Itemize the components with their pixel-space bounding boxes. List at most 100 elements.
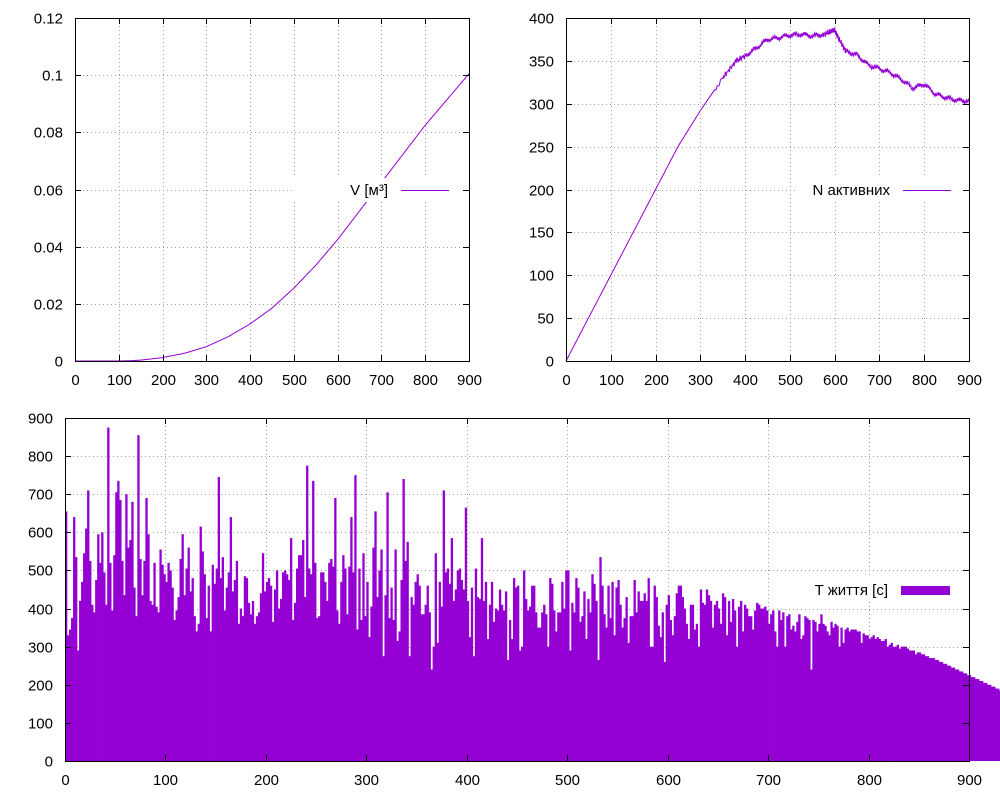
lifetime-bar [603,614,606,761]
lifetime-bar [275,570,279,761]
lifetime-bar [673,616,676,761]
lifetime-bar [125,494,128,761]
lifetime-bar [350,517,353,761]
lifetime-bar [527,610,530,761]
lifetime-bar [400,579,403,761]
lifetime-bar [446,568,449,761]
lifetime-legend-label: T життя [с] [815,582,888,599]
lifetime-bar [394,549,397,761]
lifetime-bar [587,599,590,761]
lifetime-bar [790,629,793,761]
lifetime-bar [802,635,805,761]
lifetime-bar [910,650,914,761]
volume-series [75,73,470,362]
lifetime-bar [689,604,693,761]
lifetime-bar [713,604,717,761]
lifetime-xtick-label-7: 700 [756,772,781,789]
lifetime-bar [908,650,912,761]
lifetime-bar [973,677,976,761]
lifetime-bar [685,623,689,761]
lifetime-bar [402,478,405,761]
lifetime-bar [977,679,980,761]
lifetime-bar [697,646,701,761]
lifetime-bar [267,578,271,761]
lifetime-bar [826,631,829,761]
lifetime-bar [75,557,78,761]
lifetime-bar [521,646,524,761]
lifetime-bar [892,646,895,761]
lifetime-bar [99,562,102,761]
lifetime-bar [838,646,841,761]
lifetime-bar [510,639,514,761]
active-xtick-label-2: 200 [644,372,669,389]
lifetime-bar [900,646,904,761]
lifetime-ytick-label-0: 0 [45,754,53,771]
lifetime-bar [292,619,295,761]
lifetime-bar [577,587,580,761]
lifetime-bar [342,555,345,761]
lifetime-bar [304,597,307,761]
lifetime-bar [177,597,180,761]
active-chart: 0 100 200 300 400 500 600 700 800 900 0 50 100 150 200… [529,11,982,390]
lifetime-bar [247,602,251,761]
lifetime-bar [896,644,899,761]
lifetime-bar [374,511,377,761]
lifetime-bar [952,667,956,761]
lifetime-bar [420,614,423,761]
lifetime-bar [145,498,148,761]
lifetime-bar [93,612,96,761]
lifetime-bar [637,591,640,761]
lifetime-bar [189,591,192,761]
lifetime-xtick-label-5: 500 [555,772,580,789]
lifetime-bar [366,581,369,761]
lifetime-bar [746,608,749,761]
lifetime-bar [784,646,787,761]
lifetime-bar [623,618,626,761]
lifetime-bar [533,585,536,761]
lifetime-bar [225,587,229,761]
lifetime-bar [940,661,944,761]
lifetime-bar [792,625,795,761]
lifetime-bar [523,570,526,761]
lifetime-bar [573,612,576,761]
lifetime-bar [529,606,532,761]
lifetime-bar [934,660,938,761]
lifetime-bar [537,627,540,761]
lifetime-bar [866,635,869,761]
lifetime-bar [79,600,82,761]
lifetime-bar [611,581,614,761]
lifetime-bar [428,612,431,761]
lifetime-bar [742,631,745,761]
lifetime-bar [651,646,654,761]
lifetime-bar [316,618,319,761]
lifetime-bar [370,606,373,761]
lifetime-bar [187,547,190,761]
lifetime-bar [719,623,723,761]
lifetime-bar [199,526,202,761]
lifetime-bar [249,614,253,761]
lifetime-bar [808,619,811,761]
lifetime-chart: 0 100 200 300 400 500 600 700 800 900 0 100 200 300 40… [28,411,1000,789]
lifetime-bar [458,568,462,761]
lifetime-bar [641,600,644,761]
lifetime-bar [183,595,186,761]
lifetime-ytick-label-5: 500 [28,563,53,580]
lifetime-bar [991,686,994,761]
lifetime-bar [525,599,528,761]
lifetime-bar [958,671,962,761]
lifetime-bar [850,629,853,761]
lifetime-bar [392,619,395,761]
lifetime-bar [607,585,610,761]
active-ytick-label-4: 200 [529,183,554,200]
lifetime-bar [669,619,672,761]
lifetime-bar [916,652,920,761]
lifetime-bar [547,646,550,761]
lifetime-bar [882,640,885,761]
lifetime-bar [111,610,114,761]
lifetime-bar [733,610,737,761]
lifetime-bar [213,583,216,761]
lifetime-bar [129,539,132,761]
lifetime-bar [466,600,470,761]
lifetime-xtick-label-0: 0 [61,772,69,789]
lifetime-bar [119,499,122,761]
